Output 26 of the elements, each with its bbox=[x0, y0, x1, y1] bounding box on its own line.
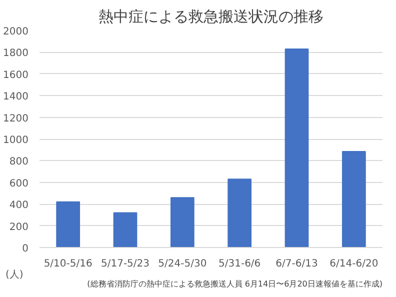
bar bbox=[228, 178, 252, 248]
y-tick-label: 1000 bbox=[3, 135, 29, 146]
y-tick-label: 600 bbox=[9, 178, 29, 190]
bar bbox=[284, 48, 309, 248]
x-tick-label: 6/14-6/20 bbox=[330, 258, 378, 270]
text: (総務省消防庁の熱中症による救急搬送人員 6月14日〜6月20日速報値を基に作成) bbox=[87, 280, 383, 288]
x-tick-label: 5/31-6/6 bbox=[218, 258, 261, 270]
y-tick-label: 1800 bbox=[3, 48, 29, 60]
y-tick-label: 2000 bbox=[3, 26, 29, 38]
y-tick-label: 0 bbox=[22, 244, 29, 254]
y-tick-label: 1400 bbox=[3, 92, 29, 103]
bar bbox=[56, 201, 80, 248]
bar bbox=[342, 150, 366, 248]
y-tick-label: 400 bbox=[9, 200, 29, 212]
x-tick-label: 6/7-6/13 bbox=[276, 258, 318, 270]
y-tick-label: 200 bbox=[9, 222, 29, 233]
bar bbox=[113, 212, 138, 248]
x-tick-label: 5/17-5/23 bbox=[100, 258, 150, 270]
y-tick-label: 1600 bbox=[3, 70, 29, 81]
x-tick-label: 5/10-5/16 bbox=[44, 258, 92, 270]
bar bbox=[170, 197, 194, 248]
chart-title: 熱中症による救急搬送状況の推移 bbox=[98, 8, 324, 26]
y-axis-title: (人) bbox=[6, 270, 24, 280]
y-tick-label: 1200 bbox=[3, 113, 29, 124]
x-tick-label: 5/24-5/30 bbox=[158, 258, 207, 270]
y-tick-label: 800 bbox=[9, 156, 29, 168]
